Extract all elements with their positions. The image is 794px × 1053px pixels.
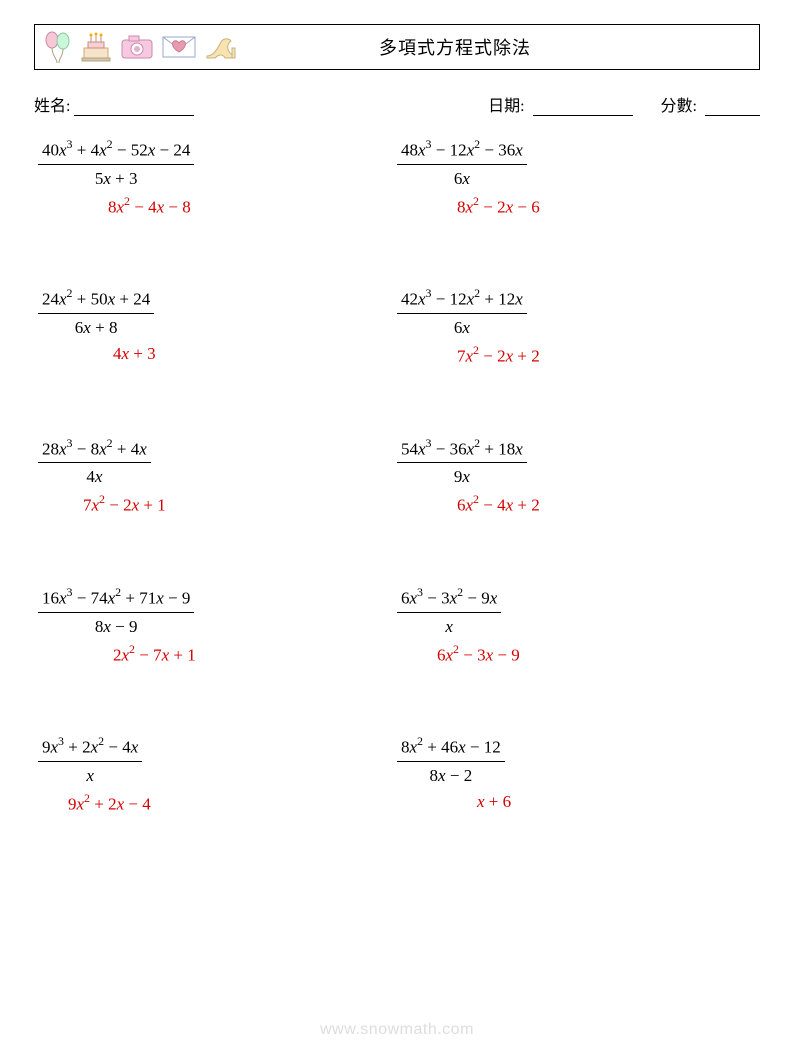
date-label: 日期: — [488, 98, 524, 115]
answer: 8x2 − 4x − 8 — [108, 195, 191, 218]
numerator: 54x3 − 36x2 + 18x — [397, 437, 527, 463]
header-icon-row — [43, 30, 239, 64]
score-field: 分數: — [661, 92, 760, 116]
problem-8: 6x3 − 3x2 − 9xx 6x2 − 3x − 9 — [397, 586, 760, 665]
numerator: 28x3 − 8x2 + 4x — [38, 437, 151, 463]
problem-10: 8x2 + 46x − 128x − 2 x + 6 — [397, 735, 760, 814]
numerator: 8x2 + 46x − 12 — [397, 735, 505, 761]
name-field: 姓名: — [34, 92, 194, 116]
problem-4: 42x3 − 12x2 + 12x6x 7x2 − 2x + 2 — [397, 287, 760, 366]
problem-fraction: 8x2 + 46x − 128x − 2 — [397, 735, 505, 786]
balloons-icon — [43, 30, 73, 64]
denominator: 8x − 9 — [38, 612, 194, 637]
denominator: 6x + 8 — [38, 313, 154, 338]
worksheet-header: 多項式方程式除法 — [34, 24, 760, 70]
problem-9: 9x3 + 2x2 − 4xx 9x2 + 2x − 4 — [34, 735, 397, 814]
numerator: 9x3 + 2x2 − 4x — [38, 735, 142, 761]
date-field: 日期: — [488, 92, 632, 116]
problem-1: 40x3 + 4x2 − 52x − 245x + 3 8x2 − 4x − 8 — [34, 138, 397, 217]
answer: 2x2 − 7x + 1 — [113, 643, 196, 666]
denominator: 8x − 2 — [397, 761, 505, 786]
problem-fraction: 48x3 − 12x2 − 36x6x — [397, 138, 527, 189]
answer: 9x2 + 2x − 4 — [68, 792, 151, 815]
denominator: 4x — [38, 462, 151, 487]
answer: 7x2 − 2x + 1 — [83, 493, 166, 516]
numerator: 6x3 − 3x2 − 9x — [397, 586, 501, 612]
denominator: 9x — [397, 462, 527, 487]
problems-grid: 40x3 + 4x2 − 52x − 245x + 38x2 − 4x − 84… — [34, 138, 760, 815]
cake-icon — [79, 30, 113, 64]
answer: 8x2 − 2x − 6 — [457, 195, 540, 218]
score-blank — [705, 97, 760, 116]
camera-icon — [119, 32, 155, 62]
numerator: 42x3 − 12x2 + 12x — [397, 287, 527, 313]
denominator: 6x — [397, 313, 527, 338]
denominator: 6x — [397, 164, 527, 189]
name-blank — [74, 97, 194, 116]
numerator: 40x3 + 4x2 − 52x − 24 — [38, 138, 194, 164]
problem-fraction: 24x2 + 50x + 246x + 8 — [38, 287, 154, 338]
problem-fraction: 28x3 − 8x2 + 4x4x — [38, 437, 151, 488]
problem-fraction: 6x3 − 3x2 − 9xx — [397, 586, 501, 637]
score-label: 分數: — [661, 98, 697, 115]
problem-fraction: 9x3 + 2x2 − 4xx — [38, 735, 142, 786]
high-heel-icon — [203, 32, 239, 62]
problem-2: 48x3 − 12x2 − 36x6x 8x2 − 2x − 6 — [397, 138, 760, 217]
denominator: 5x + 3 — [38, 164, 194, 189]
problem-fraction: 54x3 − 36x2 + 18x9x — [397, 437, 527, 488]
answer: 6x2 − 4x + 2 — [457, 493, 540, 516]
problem-6: 54x3 − 36x2 + 18x9x 6x2 − 4x + 2 — [397, 437, 760, 516]
envelope-heart-icon — [161, 33, 197, 61]
answer: 6x2 − 3x − 9 — [437, 643, 520, 666]
denominator: x — [38, 761, 142, 786]
answer: x + 6 — [477, 792, 511, 812]
watermark: www.snowmath.com — [0, 1021, 794, 1039]
problem-fraction: 42x3 − 12x2 + 12x6x — [397, 287, 527, 338]
answer: 4x + 3 — [113, 344, 156, 364]
problem-3: 24x2 + 50x + 246x + 8 4x + 3 — [34, 287, 397, 366]
problem-7: 16x3 − 74x2 + 71x − 98x − 9 2x2 − 7x + 1 — [34, 586, 397, 665]
problem-fraction: 40x3 + 4x2 − 52x − 245x + 3 — [38, 138, 194, 189]
worksheet-title: 多項式方程式除法 — [239, 34, 751, 60]
problem-fraction: 16x3 − 74x2 + 71x − 98x − 9 — [38, 586, 194, 637]
problem-5: 28x3 − 8x2 + 4x4x 7x2 − 2x + 1 — [34, 437, 397, 516]
info-row: 姓名: 日期: 分數: — [34, 92, 760, 116]
answer: 7x2 − 2x + 2 — [457, 344, 540, 367]
numerator: 24x2 + 50x + 24 — [38, 287, 154, 313]
date-blank — [533, 97, 633, 116]
name-label: 姓名: — [34, 92, 70, 116]
numerator: 16x3 − 74x2 + 71x − 9 — [38, 586, 194, 612]
numerator: 48x3 − 12x2 − 36x — [397, 138, 527, 164]
denominator: x — [397, 612, 501, 637]
